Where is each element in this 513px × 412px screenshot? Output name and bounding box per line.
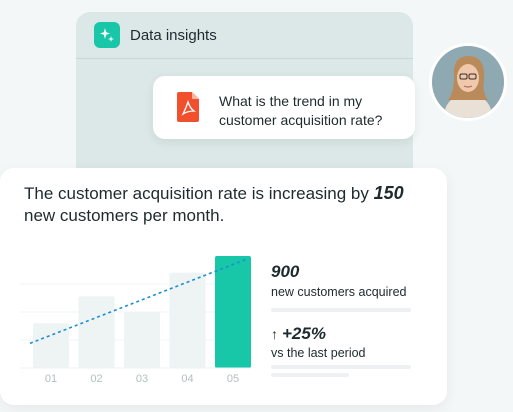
primary-stat-value: 900 [271,262,300,281]
bar-04 [169,272,206,368]
x-tick-label: 03 [136,373,148,385]
app-header: Data insights [76,12,413,59]
primary-stat-label: new customers acquired [271,285,407,299]
x-tick-label: 02 [90,373,102,385]
bar-05 [215,256,251,368]
divider [271,365,411,369]
divider [271,308,411,312]
question-text: What is the trend in my customer acquisi… [219,93,383,128]
headline-value: 150 [373,183,404,203]
secondary-stat-label: vs the last period [271,346,366,360]
insight-headline: The customer acquisition rate is increas… [24,182,424,227]
sparkle-icon [94,22,120,48]
headline-suffix: new customers per month. [24,206,225,225]
secondary-stat-value: +25% [282,324,326,343]
x-tick-label: 04 [181,373,193,385]
bar-01 [33,323,69,368]
pdf-file-icon[interactable] [177,92,199,122]
trend-up-icon: ↑ [271,326,278,342]
app-title: Data insights [130,26,217,44]
divider [271,373,349,377]
bar-03 [124,312,160,368]
bar-02 [78,296,115,368]
user-question-bubble: What is the trend in my customer acquisi… [153,76,415,139]
acquisition-bar-chart: 01 02 03 04 05 [20,256,251,385]
headline-prefix: The customer acquisition rate is increas… [24,184,369,203]
x-tick-label: 05 [227,373,239,385]
x-tick-label: 01 [45,373,57,385]
trend-line [29,258,247,345]
secondary-stat: ↑ +25% [271,324,326,344]
user-avatar[interactable] [429,43,507,121]
insight-card: The customer acquisition rate is increas… [0,168,447,405]
